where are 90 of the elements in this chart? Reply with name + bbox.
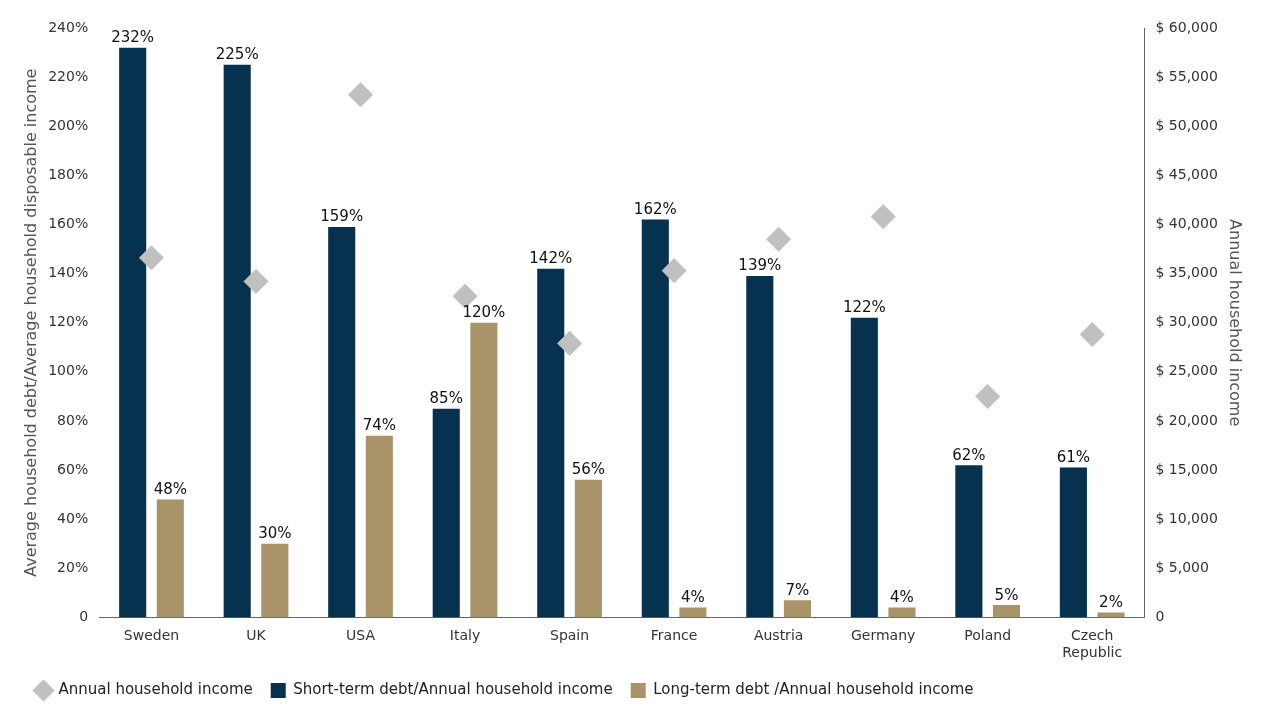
- y2-tick-label: $ 50,000: [1155, 116, 1218, 133]
- point: [1079, 321, 1105, 347]
- y-tick-label: 100%: [48, 362, 89, 379]
- bar: [574, 479, 602, 618]
- data-label: 4%: [890, 587, 914, 606]
- bar: [119, 47, 147, 618]
- x-tick-label: Czech Republic: [1062, 627, 1123, 661]
- bar: [432, 408, 460, 618]
- bar: [365, 435, 393, 618]
- legend-label: Long-term debt /Annual household income: [653, 680, 974, 699]
- bar: [783, 600, 811, 618]
- y-tick-label: 40%: [57, 509, 89, 526]
- data-label: 225%: [215, 45, 259, 64]
- data-label: 48%: [153, 479, 187, 498]
- data-label: 30%: [258, 524, 292, 543]
- legend-label: Short-term debt/Annual household income: [293, 680, 613, 699]
- x-tick-label: France: [650, 627, 698, 644]
- bar: [850, 317, 878, 618]
- point: [557, 330, 583, 356]
- y-tick-label: 20%: [57, 558, 89, 575]
- bar: [992, 605, 1021, 618]
- y-tick-label: 160%: [48, 215, 89, 232]
- y2-tick-label: 0: [1155, 608, 1165, 625]
- bar: [955, 465, 983, 618]
- y2-tick-label: $ 45,000: [1155, 165, 1218, 182]
- bar: [328, 226, 356, 618]
- data-label: 61%: [1056, 447, 1091, 466]
- y2-tick-label: $ 5,000: [1155, 558, 1209, 575]
- bar: [1059, 467, 1087, 618]
- y2-tick-label: $ 25,000: [1155, 362, 1218, 379]
- y2-tick-label: $ 60,000: [1155, 18, 1218, 35]
- data-label: 56%: [571, 460, 606, 479]
- data-label: 142%: [529, 249, 573, 268]
- point: [243, 268, 269, 294]
- bar: [641, 219, 669, 618]
- bar: [156, 499, 184, 618]
- y-axis-title: Average household debt/Average household disposable income: [20, 68, 40, 577]
- y-tick-label: 60%: [57, 460, 89, 477]
- y2-tick-label: $ 15,000: [1155, 460, 1218, 477]
- y-tick-label: 120%: [48, 313, 89, 330]
- x-tick-label: Austria: [753, 627, 804, 644]
- data-label: 162%: [633, 199, 677, 218]
- y-tick-label: 220%: [48, 67, 89, 84]
- data-label: 122%: [842, 298, 886, 317]
- bar: [679, 607, 707, 618]
- data-label: 62%: [952, 445, 986, 464]
- y2-tick-label: $ 30,000: [1155, 313, 1218, 330]
- y2-tick-label: $ 20,000: [1155, 411, 1218, 428]
- point: [661, 258, 687, 284]
- bar: [537, 268, 565, 618]
- point: [138, 245, 164, 271]
- data-label: 232%: [111, 28, 155, 47]
- data-label: 7%: [785, 580, 810, 599]
- x-tick-label: Poland: [964, 627, 1012, 644]
- data-label: 74%: [362, 416, 397, 435]
- data-label: 5%: [994, 585, 1019, 604]
- data-label: 4%: [681, 587, 705, 606]
- bar: [888, 607, 916, 618]
- x-tick-label: Germany: [850, 627, 916, 644]
- y2-tick-label: $ 10,000: [1155, 509, 1218, 526]
- point: [348, 82, 374, 108]
- data-label: 120%: [462, 303, 506, 322]
- y-tick-label: 200%: [48, 116, 89, 133]
- legend-label: Annual household income: [58, 680, 253, 699]
- y-tick-label: 0: [79, 608, 89, 625]
- y2-axis-title: Annual household income: [1226, 219, 1246, 427]
- y-tick-label: 240%: [48, 18, 89, 35]
- data-label: 159%: [320, 207, 364, 226]
- x-tick-label: Sweden: [123, 627, 180, 644]
- y2-tick-label: $ 35,000: [1155, 264, 1218, 281]
- bar: [223, 64, 251, 618]
- x-tick-label: Italy: [449, 627, 481, 644]
- data-label: 2%: [1099, 592, 1123, 611]
- point: [870, 204, 896, 230]
- y2-tick-label: $ 40,000: [1155, 215, 1218, 232]
- bar: [1097, 612, 1125, 618]
- point: [975, 383, 1001, 409]
- y-tick-label: 140%: [48, 264, 89, 281]
- data-label: 85%: [429, 389, 463, 408]
- bar: [261, 543, 289, 618]
- x-tick-label: USA: [346, 627, 376, 644]
- data-label: 139%: [738, 256, 782, 275]
- bar: [746, 276, 774, 618]
- point: [766, 226, 792, 252]
- y-tick-label: 80%: [57, 411, 89, 428]
- y2-tick-label: $ 55,000: [1155, 67, 1218, 84]
- bar: [470, 322, 498, 618]
- y-tick-label: 180%: [48, 165, 89, 182]
- x-tick-label: Spain: [550, 627, 590, 644]
- x-tick-label: UK: [246, 627, 267, 644]
